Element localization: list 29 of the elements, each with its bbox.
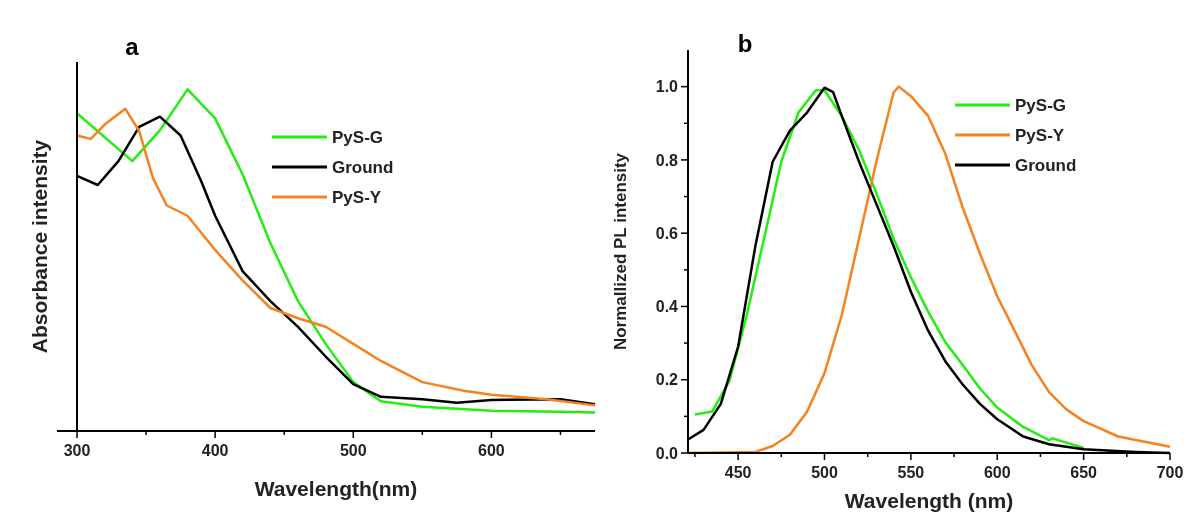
line-series (693, 89, 1085, 450)
x-axis-title: Wavelength (nm) (844, 489, 1014, 512)
y-axis-title: Normallized PL intensity (611, 152, 630, 351)
y-tick-label: 0.6 (655, 224, 679, 242)
chart-title: b (737, 30, 753, 57)
y-tick-label: 1.0 (655, 78, 679, 96)
legend-label: PyS-Y (332, 187, 382, 207)
x-tick-label: 550 (897, 464, 925, 481)
x-tick-label: 600 (478, 442, 505, 459)
chart-title: a (125, 33, 140, 60)
y-tick-label: 0.2 (655, 371, 679, 389)
x-axis-title: Wavelength(nm) (254, 477, 418, 500)
x-tick-label: 300 (63, 442, 91, 459)
y-axis-title: Absorbance intensity (28, 139, 51, 354)
x-tick-label: 600 (983, 464, 1011, 481)
legend-label: PyS-G (1015, 95, 1067, 115)
y-tick-label: 0.4 (655, 298, 679, 316)
y-tick-label: 0.8 (655, 151, 679, 169)
x-tick-label: 500 (339, 442, 367, 459)
x-tick-label: 450 (724, 464, 752, 481)
legend-label: PyS-Y (1015, 125, 1065, 145)
x-tick-label: 700 (1156, 464, 1184, 481)
x-tick-label: 500 (811, 464, 838, 481)
legend-label: Ground (332, 157, 394, 177)
legend-label: PyS-G (332, 127, 384, 147)
y-tick-label: 0.0 (655, 444, 679, 462)
legend-label: Ground (1015, 155, 1077, 175)
x-tick-label: 400 (201, 442, 229, 459)
x-tick-label: 650 (1070, 464, 1098, 481)
